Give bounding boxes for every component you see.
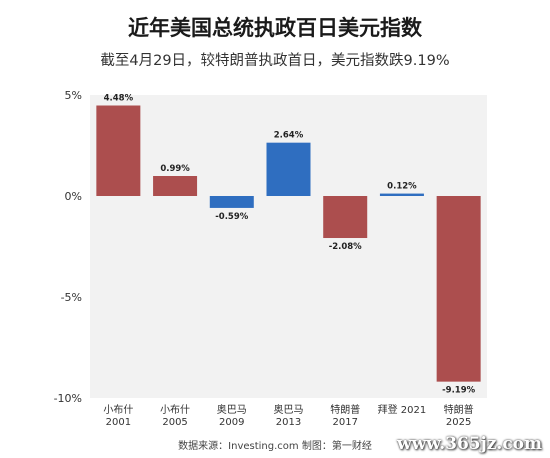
x-tick-label: 特朗普 (330, 403, 360, 416)
x-tick-label: 特朗普 (444, 403, 474, 416)
y-tick-label: -5% (61, 291, 82, 304)
bar (379, 193, 424, 196)
data-label: -2.08% (329, 242, 362, 252)
watermark: www.365jz.com (397, 434, 542, 454)
data-label: 2.64% (274, 131, 304, 141)
data-label: -0.59% (215, 212, 248, 222)
bar (323, 196, 368, 239)
bar (96, 105, 141, 196)
bar (266, 142, 311, 196)
source-note: 数据来源：Investing.com 制图：第一财经 (178, 441, 372, 452)
bar (209, 196, 254, 208)
y-tick-label: 5% (65, 89, 82, 102)
data-label: -9.19% (442, 386, 475, 396)
x-tick-label: 奥巴马 (274, 403, 304, 416)
y-tick-label: 0% (65, 190, 82, 203)
x-tick-label: 2001 (106, 417, 131, 428)
x-tick-label: 2013 (276, 417, 301, 428)
x-tick-label: 小布什 (103, 404, 133, 416)
x-tick-label: 2017 (332, 417, 357, 428)
x-tick-label: 奥巴马 (217, 403, 247, 416)
x-tick-label: 2009 (219, 417, 244, 428)
bar (436, 196, 481, 382)
y-tick-label: -10% (54, 392, 82, 405)
x-tick-label: 2005 (162, 417, 187, 428)
x-tick-label: 2025 (446, 417, 471, 428)
chart-title: 近年美国总统执政百日美元指数 (128, 16, 422, 40)
data-label: 0.12% (387, 182, 417, 192)
data-label: 0.99% (160, 164, 190, 174)
chart-subtitle: 截至4月29日，较特朗普执政首日，美元指数跌9.19% (100, 53, 450, 69)
bar (153, 176, 198, 196)
x-tick-label: 小布什 (160, 404, 190, 416)
x-tick-label: 拜登 2021 (378, 403, 427, 416)
data-label: 4.48% (104, 94, 134, 104)
